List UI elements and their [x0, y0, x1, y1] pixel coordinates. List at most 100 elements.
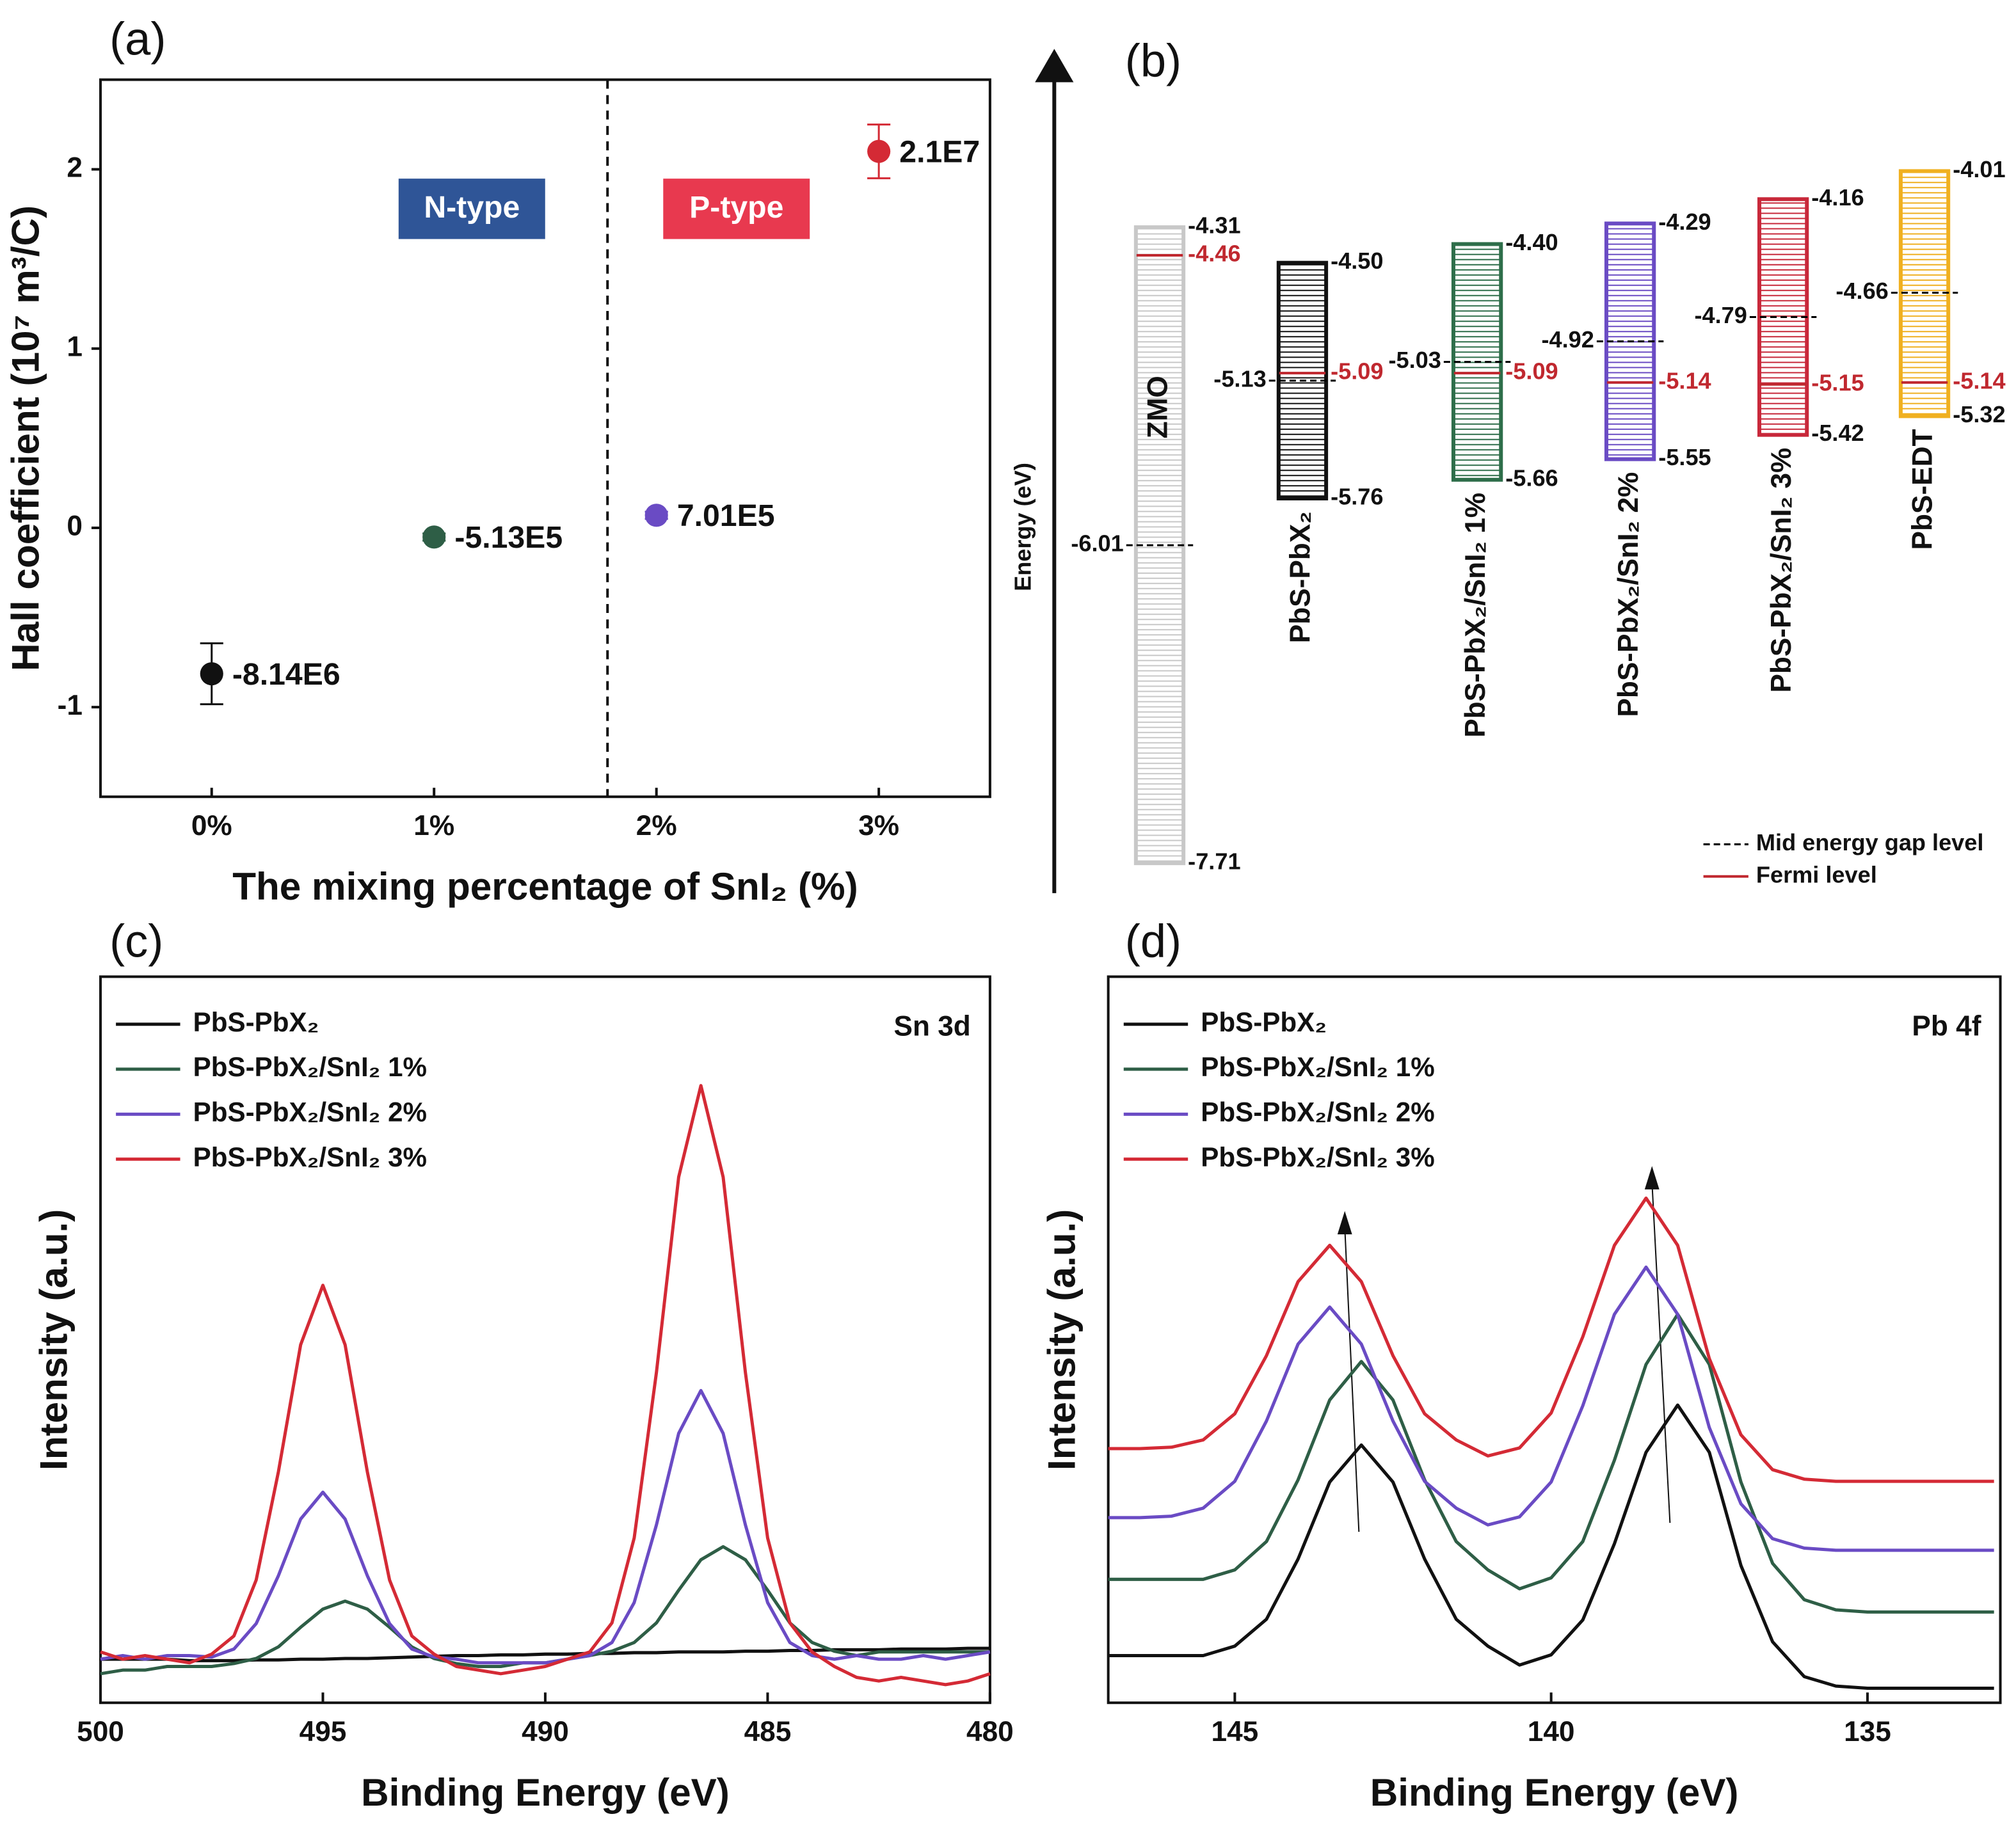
y-axis-title: Energy (eV)	[1010, 463, 1036, 591]
mid-gap-label: -5.13	[1213, 365, 1266, 392]
vbm-label: -5.66	[1505, 465, 1558, 491]
cbm-label: -4.31	[1188, 212, 1240, 239]
type-box	[398, 179, 545, 239]
spectrum-line	[100, 1084, 991, 1687]
energy-axis	[1035, 49, 1074, 893]
material-name: PbS-EDT	[1907, 429, 1939, 550]
mid-gap-label: -4.79	[1694, 302, 1747, 328]
material-name: PbS-PbX₂/SnI₂ 3%	[1766, 448, 1797, 693]
shift-arrows	[1337, 1166, 1671, 1532]
type-box	[663, 179, 810, 239]
legend-label: PbS-PbX₂/SnI₂ 1%	[193, 1052, 427, 1082]
material-name: PbS-PbX₂	[1285, 511, 1316, 643]
vbm-label: -7.71	[1188, 848, 1240, 875]
y-tick-label: 1	[67, 331, 83, 362]
data-point	[422, 525, 446, 549]
legend-mid-label: Mid energy gap level	[1756, 829, 1984, 855]
band-box	[1757, 197, 1809, 437]
mid-gap-label: -4.66	[1836, 278, 1888, 304]
panel-label: (b)	[1125, 36, 1181, 87]
spectrum-line	[100, 1388, 991, 1665]
cbm-label: -4.29	[1658, 209, 1711, 235]
panel-label: (a)	[109, 13, 166, 65]
type-label: N-type	[424, 190, 520, 225]
y-tick-label: 2	[67, 152, 83, 183]
value-label: -8.14E6	[232, 657, 340, 692]
fermi-label: -5.09	[1331, 358, 1383, 385]
vbm-label: -5.42	[1811, 420, 1864, 446]
legend-label: PbS-PbX₂	[193, 1007, 319, 1037]
mid-gap-label: -5.03	[1388, 347, 1441, 373]
spectrum-line	[1108, 1197, 1994, 1483]
x-axis-title: The mixing percentage of SnI₂ (%)	[232, 864, 858, 908]
cbm-label: -4.16	[1811, 184, 1864, 211]
y-tick-label: -1	[58, 690, 83, 721]
spectrum-line	[1108, 1403, 1994, 1690]
y-axis-title: Intensity (a.u.)	[32, 1209, 76, 1470]
x-tick-label: 140	[1528, 1716, 1575, 1747]
mid-gap-label: -4.92	[1541, 326, 1594, 353]
material-name: ZMO	[1142, 376, 1174, 438]
arrow-head	[1337, 1211, 1352, 1235]
legend-label: PbS-PbX₂/SnI₂ 1%	[1201, 1052, 1434, 1082]
shift-arrow	[1651, 1182, 1671, 1523]
spectrum-line	[1108, 1265, 1994, 1552]
x-tick-label: 495	[300, 1716, 347, 1747]
x-tick-label: 0%	[191, 810, 232, 841]
type-label: P-type	[689, 190, 783, 225]
y-tick-label: 0	[67, 511, 83, 542]
fermi-label: -5.15	[1811, 369, 1864, 395]
x-axis-title: Binding Energy (eV)	[361, 1770, 730, 1814]
x-tick-label: 490	[522, 1716, 569, 1747]
x-tick-label: 1%	[413, 810, 454, 841]
vbm-label: -5.76	[1331, 484, 1383, 510]
y-axis-title: Intensity (a.u.)	[1039, 1209, 1083, 1470]
legend-label: PbS-PbX₂/SnI₂ 2%	[193, 1097, 427, 1127]
y-axis-title: Hall coefficient (10⁷ m³/C)	[3, 205, 47, 671]
cbm-label: -4.50	[1331, 248, 1383, 274]
data-point	[200, 662, 223, 686]
data-point	[867, 139, 891, 163]
data-point	[644, 504, 668, 527]
panel-label: (d)	[1125, 916, 1181, 967]
material-name: PbS-PbX₂/SnI₂ 1%	[1460, 493, 1491, 738]
annotation: Pb 4f	[1912, 1010, 1981, 1042]
arrow-head	[1644, 1166, 1660, 1189]
shift-arrow	[1344, 1227, 1360, 1532]
plot-frame	[1107, 975, 2002, 1705]
mid-gap-label: -6.01	[1071, 530, 1123, 557]
legend-label: PbS-PbX₂/SnI₂ 3%	[193, 1142, 427, 1172]
legend-fermi-label: Fermi level	[1756, 861, 1877, 887]
legend-label: PbS-PbX₂/SnI₂ 2%	[1201, 1097, 1434, 1127]
material-name: PbS-PbX₂/SnI₂ 2%	[1613, 472, 1644, 717]
fermi-label: -5.09	[1505, 358, 1558, 385]
plot-frame	[99, 78, 991, 799]
x-tick-label: 485	[744, 1716, 792, 1747]
vbm-label: -5.32	[1953, 401, 2005, 427]
fermi-label: -5.14	[1953, 367, 2005, 394]
cbm-label: -4.40	[1505, 229, 1558, 255]
value-label: -5.13E5	[454, 520, 563, 555]
annotation: Sn 3d	[893, 1010, 970, 1042]
x-tick-label: 2%	[636, 810, 677, 841]
legend-label: PbS-PbX₂/SnI₂ 3%	[1201, 1142, 1434, 1172]
value-label: 7.01E5	[677, 498, 775, 533]
x-tick-label: 500	[77, 1716, 124, 1747]
x-tick-label: 135	[1844, 1716, 1891, 1747]
fermi-label: -5.14	[1658, 367, 1711, 394]
fermi-label: -4.46	[1188, 241, 1240, 267]
legend-label: PbS-PbX₂	[1201, 1007, 1327, 1037]
spectrum-line	[1108, 1312, 1994, 1614]
panel-label: (c)	[109, 916, 163, 967]
x-axis-title: Binding Energy (eV)	[1370, 1770, 1739, 1814]
x-tick-label: 480	[966, 1716, 1014, 1747]
vbm-label: -5.55	[1658, 444, 1711, 470]
cbm-label: -4.01	[1953, 156, 2005, 182]
value-label: 2.1E7	[899, 134, 980, 169]
energy-axis-arrow	[1035, 49, 1074, 83]
x-tick-label: 145	[1212, 1716, 1259, 1747]
x-tick-label: 3%	[858, 810, 899, 841]
